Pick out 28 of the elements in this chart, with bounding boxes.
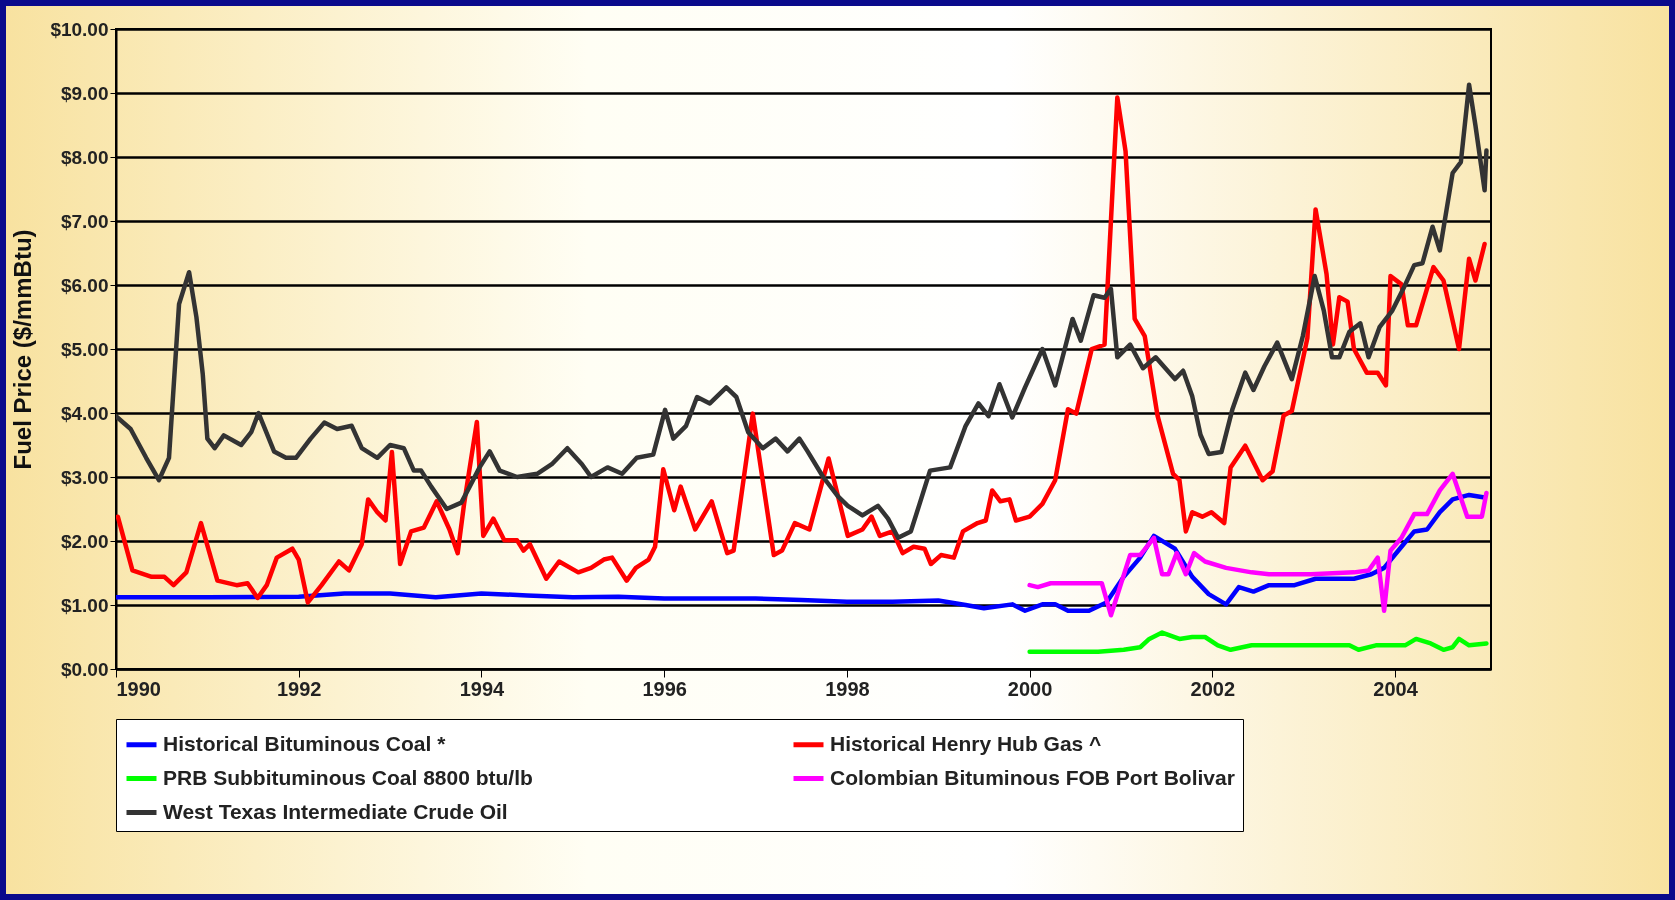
x-tick-label: 1990 (116, 677, 161, 700)
y-tick-label: $1.00 (60, 594, 109, 616)
y-tick-label: $2.00 (60, 530, 109, 552)
legend-label: Historical Bituminous Coal * (163, 731, 447, 755)
x-tick-label: 1996 (642, 677, 687, 700)
y-tick-label: $4.00 (60, 402, 109, 424)
legend-label: West Texas Intermediate Crude Oil (163, 799, 508, 823)
y-tick-label: $10.00 (50, 18, 109, 40)
x-tick-label: 1992 (276, 677, 322, 700)
y-axis-title: Fuel Price ($/mmBtu) (9, 229, 37, 470)
legend-label: PRB Subbituminous Coal 8800 btu/lb (163, 765, 533, 789)
x-tick-label: 1994 (459, 677, 506, 700)
y-tick-label: $0.00 (60, 658, 109, 680)
y-tick-label: $5.00 (60, 338, 109, 360)
y-tick-label: $9.00 (60, 82, 109, 104)
line-series (1027, 471, 1489, 618)
y-tick-label: $7.00 (60, 210, 109, 232)
legend-label: Colombian Bituminous FOB Port Bolivar (830, 765, 1235, 789)
x-tick-label: 2002 (1190, 677, 1236, 700)
y-tick-label: $6.00 (60, 274, 109, 296)
line-series (116, 492, 1487, 614)
x-tick-label: 1998 (825, 677, 870, 700)
line-series (1027, 630, 1489, 654)
y-tick-label: $8.00 (60, 146, 109, 168)
y-tick-label: $3.00 (60, 466, 109, 488)
x-tick-label: 2004 (1373, 677, 1419, 700)
x-tick-label: 2000 (1007, 677, 1053, 700)
legend-label: Historical Henry Hub Gas ^ (830, 731, 1102, 755)
